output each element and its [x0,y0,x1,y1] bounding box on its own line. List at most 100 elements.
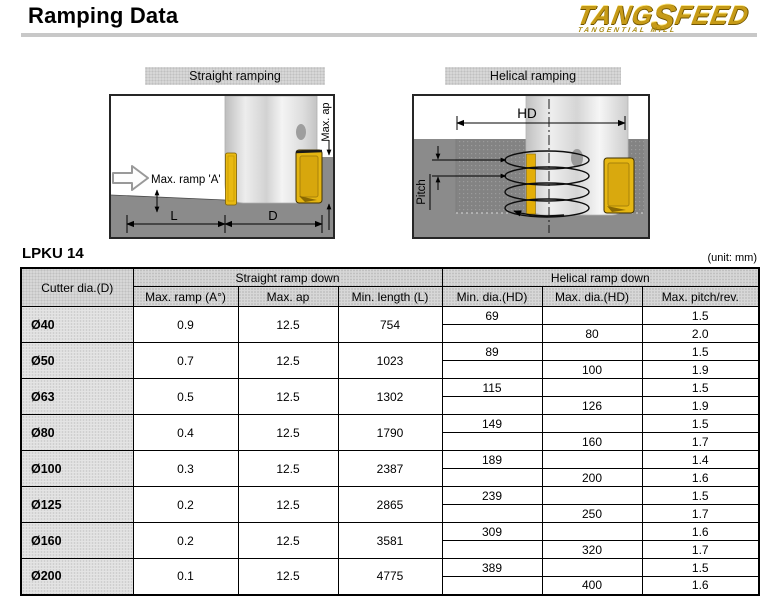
max-ramp-cell: 0.5 [132,378,239,415]
cutter-dia-cell: Ø40 [20,306,134,343]
max-ap-label: Max. ap [320,102,332,141]
table-row: Ø63 0.5 12.5 1302 115 1.5 [20,378,760,415]
table-row: 250 1.7 [21,504,760,523]
title-underline [21,33,757,37]
straight-ramping-diagram: Max. ramp 'A' L D Max. ap [109,94,335,239]
pitch-label: Pitch [416,179,428,205]
pitch-dimension [429,146,507,210]
max-pitch-header: Max. pitch/rev. [641,286,760,307]
max-ap-cell: 12.5 [237,558,339,595]
pitch-cell: 1.6 [641,522,760,541]
pitch-cell: 1.5 [641,486,760,505]
helical-ramping-label: Helical ramping [445,67,621,85]
min-dia-empty-cell [441,324,543,343]
left-insert-icon [225,152,237,206]
dim-l-label: L [170,208,177,223]
pitch-cell: 1.9 [641,360,760,379]
pitch-cell: 1.4 [641,450,760,469]
length-dimensions [126,215,323,233]
max-ap-cell: 12.5 [237,522,339,559]
dim-d-label: D [268,208,277,223]
cutter-flute-detail [571,149,583,167]
min-dia-cell: 189 [441,450,543,469]
min-length-header: Min. length (L) [337,286,443,307]
helical-ramping-drawing: Pitch HD [414,96,648,237]
pitch-cell: 1.6 [641,576,760,595]
max-ap-header: Max. ap [237,286,339,307]
min-dia-cell: 149 [441,414,543,433]
table-row: Ø80 0.4 12.5 1790 149 1.5 [20,414,760,451]
max-dia-cell: 400 [541,576,643,595]
min-dia-empty-cell [441,576,543,595]
pitch-cell: 1.5 [641,414,760,433]
max-dia-empty-cell [541,342,643,361]
max-dia-empty-cell [541,378,643,397]
max-ramp-label: Max. ramp 'A' [151,174,221,186]
max-dia-empty-cell [541,306,643,325]
max-ramp-cell: 0.7 [132,342,239,379]
table-title: LPKU 14 [22,245,84,262]
ramp-surface-line [111,194,226,201]
hd-dimension [456,116,626,130]
helical-group-header: Helical ramp down [441,267,760,287]
pitch-cell: 1.7 [641,540,760,559]
workpiece-material [111,157,333,237]
min-dia-cell: 239 [441,486,543,505]
min-length-cell: 4775 [337,558,443,595]
hd-label: HD [517,106,537,121]
ramping-data-table: Cutter dia.(D) Straight ramp down Helica… [20,267,761,596]
straight-ramping-label: Straight ramping [145,67,325,85]
min-dia-cell: 389 [441,558,543,577]
min-dia-cell: 89 [441,342,543,361]
cutter-dia-cell: Ø63 [20,378,134,415]
pitch-cell: 1.5 [641,306,760,325]
page-title: Ramping Data [28,3,179,28]
cutter-dia-cell: Ø50 [20,342,134,379]
table-row: Ø200 0.1 12.5 4775 389 1.5 [20,558,760,595]
logo-part2: FEED [672,0,752,30]
max-dia-cell: 200 [541,468,643,487]
table-group-header-row: Cutter dia.(D) Straight ramp down Helica… [20,267,760,307]
pitch-cell: 1.5 [641,378,760,397]
table-row: Ø125 0.2 12.5 2865 239 1.5 [20,486,760,523]
max-dia-cell: 126 [541,396,643,415]
min-length-cell: 1790 [337,414,443,451]
pitch-cell: 1.7 [641,432,760,451]
cutter-dia-cell: Ø125 [20,486,134,523]
min-dia-empty-cell [441,504,543,523]
max-dia-cell: 250 [541,504,643,523]
pitch-cell: 1.5 [641,558,760,577]
table-row: Ø100 0.3 12.5 2387 189 1.4 [20,450,760,487]
min-dia-empty-cell [441,432,543,451]
table-row: 80 2.0 [21,324,760,343]
table-row: 400 1.6 [21,576,760,595]
min-length-cell: 2865 [337,486,443,523]
min-dia-empty-cell [441,468,543,487]
max-ramp-cell: 0.1 [132,558,239,595]
pitch-cell: 1.6 [641,468,760,487]
table-row: Ø50 0.7 12.5 1023 89 1.5 [20,342,760,379]
max-dia-header: Max. dia.(HD) [541,286,643,307]
max-ap-cell: 12.5 [237,306,339,343]
pitch-cell: 1.5 [641,342,760,361]
max-dia-cell: 100 [541,360,643,379]
max-dia-empty-cell [541,486,643,505]
right-insert-icon [295,149,323,204]
unit-label: (unit: mm) [707,252,758,264]
tangsfeed-logo: TANGSFEED TANGENTIAL MILL [574,0,752,37]
max-ramp-cell: 0.9 [132,306,239,343]
cutter-dia-cell: Ø80 [20,414,134,451]
table-row: 126 1.9 [21,396,760,415]
cutter-dia-cell: Ø160 [20,522,134,559]
min-dia-header: Min. dia.(HD) [441,286,543,307]
max-ap-cell: 12.5 [237,342,339,379]
min-length-cell: 3581 [337,522,443,559]
min-dia-empty-cell [441,540,543,559]
right-insert-icon [603,157,635,214]
pitch-cell: 2.0 [641,324,760,343]
max-ramp-cell: 0.3 [132,450,239,487]
cutter-dia-header: Cutter dia.(D) [20,267,134,307]
helical-ramping-diagram: Pitch HD [412,94,650,239]
max-dia-empty-cell [541,558,643,577]
max-ap-cell: 12.5 [237,414,339,451]
